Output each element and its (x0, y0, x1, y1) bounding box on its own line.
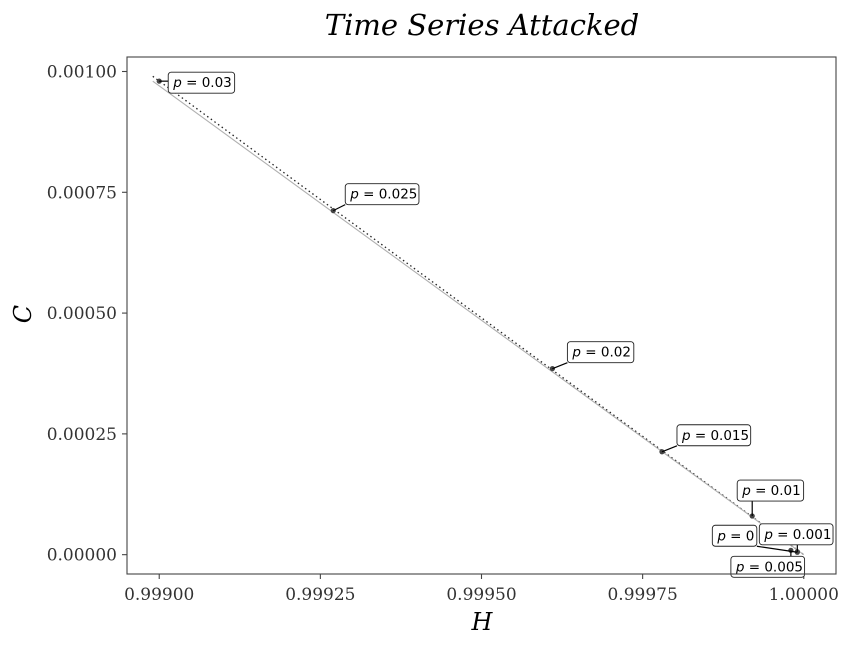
x-tick-label: 0.99975 (607, 585, 677, 605)
point-label: p = 0.025 (344, 183, 420, 206)
point-label-box (711, 524, 758, 547)
data-points (156, 78, 800, 555)
point-label: p = 0.03 (167, 71, 236, 94)
point-label-text: p = 0 (716, 528, 754, 544)
point-label-box (566, 341, 635, 364)
x-axis: 0.99900 0.99925 0.99950 0.99975 1.00000 (124, 574, 839, 605)
x-tick-label: 0.99900 (124, 585, 194, 605)
point-label-box (344, 183, 420, 206)
point-label: p = 0.02 (566, 341, 635, 364)
y-tick-label: 0.00050 (47, 304, 117, 324)
y-tick-label: 0.00075 (47, 183, 117, 203)
point-label-text: p = 0.025 (349, 187, 417, 203)
point-label-text: p = 0.001 (763, 527, 831, 543)
point-label: p = 0.015 (676, 424, 752, 447)
y-tick-label: 0.00100 (47, 62, 117, 82)
y-tick-label: 0.00025 (47, 425, 117, 445)
point-label-box (758, 523, 834, 546)
point-label-box (730, 555, 806, 578)
label-connector (661, 445, 678, 453)
plot-frame (126, 56, 837, 575)
y-axis: 0.00000 0.00025 0.00050 0.00075 0.00100 (47, 62, 127, 566)
point-label: p = 0.001 (758, 523, 834, 546)
x-axis-label: H (471, 608, 494, 636)
point-label-box (167, 71, 236, 94)
label-connector (332, 204, 346, 212)
point-label-text: p = 0.01 (741, 483, 801, 499)
y-tick-label: 0.00000 (47, 546, 117, 566)
point-label-text: p = 0.015 (681, 428, 749, 444)
point-label-box (736, 479, 805, 502)
data-point (156, 78, 162, 84)
solid-trend-line (152, 80, 805, 556)
point-label-text: p = 0.005 (735, 559, 803, 575)
point-label-text: p = 0.03 (172, 75, 232, 91)
x-tick-label: 1.00000 (769, 585, 839, 605)
point-label: p = 0 (711, 524, 758, 547)
x-tick-label: 0.99950 (446, 585, 516, 605)
y-axis-label: C (9, 305, 37, 323)
point-label: p = 0.01 (736, 479, 805, 502)
point-label-box (676, 424, 752, 447)
point-label-text: p = 0.02 (571, 345, 631, 361)
x-tick-label: 0.99925 (285, 585, 355, 605)
chart-title: Time Series Attacked (325, 8, 640, 42)
dotted-trend-line (152, 75, 805, 556)
reference-lines (152, 75, 805, 556)
point-label: p = 0.005 (730, 555, 806, 578)
label-connector (552, 362, 568, 370)
point-labels: p = 0 p = 0.001 p = 0.005 p = 0.01 p = 0.015… (159, 71, 834, 578)
